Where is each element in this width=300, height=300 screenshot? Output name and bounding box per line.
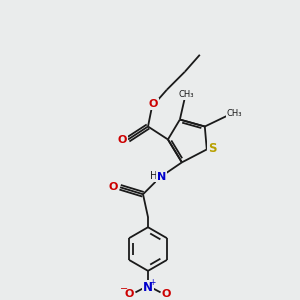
Text: N: N: [157, 172, 166, 182]
Text: O: O: [162, 289, 171, 299]
Text: S: S: [208, 142, 216, 155]
Text: O: O: [149, 99, 158, 109]
Text: +: +: [149, 278, 155, 287]
Text: −: −: [120, 284, 128, 294]
Text: N: N: [143, 281, 153, 294]
Text: O: O: [109, 182, 118, 192]
Text: O: O: [117, 135, 127, 145]
Text: O: O: [125, 289, 134, 299]
Text: CH₃: CH₃: [178, 90, 194, 99]
Text: CH₃: CH₃: [226, 109, 242, 118]
Text: H: H: [150, 171, 157, 181]
